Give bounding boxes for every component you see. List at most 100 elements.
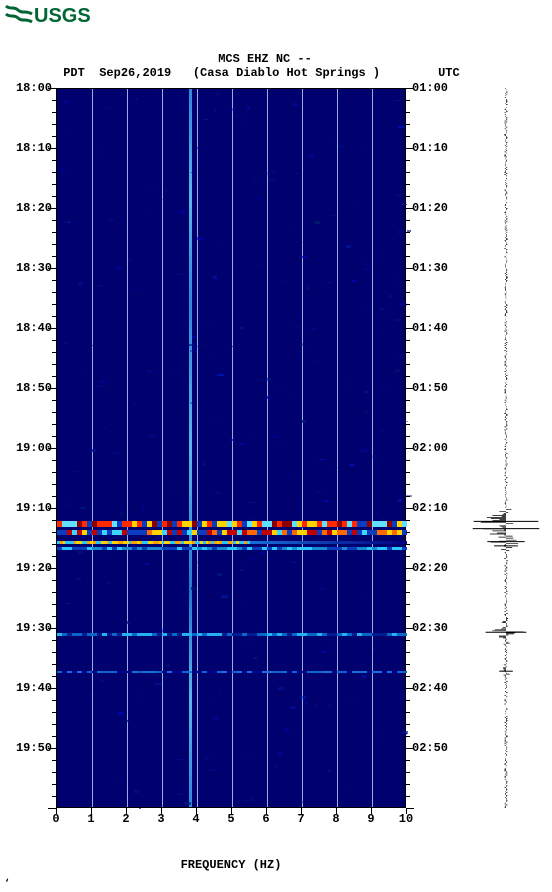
gridline-x <box>197 89 198 807</box>
noise-pixel <box>319 459 326 460</box>
ytick-mark-right <box>406 652 410 653</box>
ytick-mark-left <box>52 784 56 785</box>
ytick-mark-left <box>52 496 56 497</box>
ytick-mark-right <box>406 412 410 413</box>
gridline-x <box>337 89 338 807</box>
noise-pixel <box>364 595 368 598</box>
noise-pixel <box>215 420 220 422</box>
ytick-mark-right <box>406 496 410 497</box>
noise-pixel <box>331 215 337 216</box>
noise-pixel <box>174 368 177 371</box>
noise-pixel <box>176 759 183 760</box>
noise-pixel <box>142 214 148 215</box>
noise-pixel <box>197 237 203 240</box>
ytick-label-left: 19:40 <box>2 681 52 695</box>
noise-pixel <box>96 385 103 387</box>
ytick-mark-left <box>52 124 56 125</box>
noise-pixel <box>403 421 408 422</box>
xtick-label: 10 <box>396 812 416 826</box>
spectrogram-chart <box>56 88 406 808</box>
ytick-mark-right <box>406 784 410 785</box>
ytick-mark-left <box>52 292 56 293</box>
ytick-mark-left <box>52 304 56 305</box>
ytick-mark-left <box>52 220 56 221</box>
noise-pixel <box>398 499 402 502</box>
ytick-mark-left <box>52 796 56 797</box>
ytick-mark-right <box>406 436 410 437</box>
waveform-panel <box>470 88 542 808</box>
noise-pixel <box>398 126 405 128</box>
noise-pixel <box>98 147 102 148</box>
ytick-mark-left <box>52 616 56 617</box>
noise-pixel <box>112 452 119 454</box>
ytick-mark-right <box>406 232 410 233</box>
ytick-mark-right <box>406 316 410 317</box>
noise-pixel <box>322 651 326 653</box>
noise-pixel <box>134 790 139 793</box>
noise-pixel <box>366 311 369 312</box>
spectrogram-event-band <box>57 671 407 673</box>
noise-pixel <box>364 147 368 148</box>
noise-pixel <box>325 804 331 807</box>
noise-pixel <box>249 518 255 519</box>
noise-pixel <box>109 219 114 221</box>
noise-pixel <box>190 402 194 404</box>
noise-pixel <box>266 172 270 175</box>
noise-pixel <box>363 411 369 412</box>
noise-pixel <box>266 396 270 399</box>
noise-pixel <box>278 752 282 755</box>
ytick-mark-right <box>406 556 410 557</box>
noise-pixel <box>273 436 278 438</box>
ytick-mark-left <box>52 100 56 101</box>
noise-pixel <box>293 103 298 106</box>
noise-pixel <box>78 282 83 285</box>
noise-pixel <box>205 321 212 322</box>
noise-pixel <box>82 375 84 376</box>
noise-pixel <box>320 588 325 590</box>
noise-pixel <box>100 680 104 682</box>
noise-pixel <box>145 563 149 565</box>
noise-pixel <box>164 676 168 677</box>
noise-pixel <box>239 443 245 445</box>
tz-left: PDT <box>63 66 85 80</box>
ytick-mark-right <box>406 376 410 377</box>
ytick-mark-right <box>406 340 410 341</box>
noise-pixel <box>295 316 299 318</box>
ytick-mark-right <box>406 184 410 185</box>
xtick-label: 5 <box>221 812 241 826</box>
spectrogram-event-band <box>57 530 407 535</box>
noise-pixel <box>134 289 141 290</box>
noise-pixel <box>146 370 153 373</box>
noise-pixel <box>321 319 326 322</box>
xtick-label: 6 <box>256 812 276 826</box>
noise-pixel <box>389 295 392 298</box>
noise-pixel <box>237 318 240 319</box>
ytick-mark-right <box>406 616 410 617</box>
noise-pixel <box>274 766 277 768</box>
noise-pixel <box>327 647 333 650</box>
spectrogram-event-tail <box>250 541 408 544</box>
noise-pixel <box>301 256 307 258</box>
ytick-label-left: 18:50 <box>2 381 52 395</box>
noise-pixel <box>233 266 237 268</box>
noise-pixel <box>240 327 244 329</box>
noise-pixel <box>243 119 247 121</box>
noise-pixel <box>202 463 205 466</box>
noise-pixel <box>224 108 228 110</box>
noise-pixel <box>395 500 397 502</box>
ytick-mark-right <box>406 604 410 605</box>
ytick-mark-left <box>52 460 56 461</box>
noise-pixel <box>379 308 385 310</box>
noise-pixel <box>339 145 343 148</box>
ytick-mark-right <box>406 772 410 773</box>
ytick-mark-right <box>406 124 410 125</box>
noise-pixel <box>338 98 340 101</box>
noise-pixel <box>401 695 406 697</box>
spectrogram-event-band <box>57 633 407 636</box>
noise-pixel <box>357 804 364 805</box>
noise-pixel <box>193 346 198 347</box>
noise-pixel <box>160 629 166 632</box>
xtick-label: 2 <box>116 812 136 826</box>
ytick-mark-left <box>52 136 56 137</box>
ytick-mark-left <box>52 736 56 737</box>
